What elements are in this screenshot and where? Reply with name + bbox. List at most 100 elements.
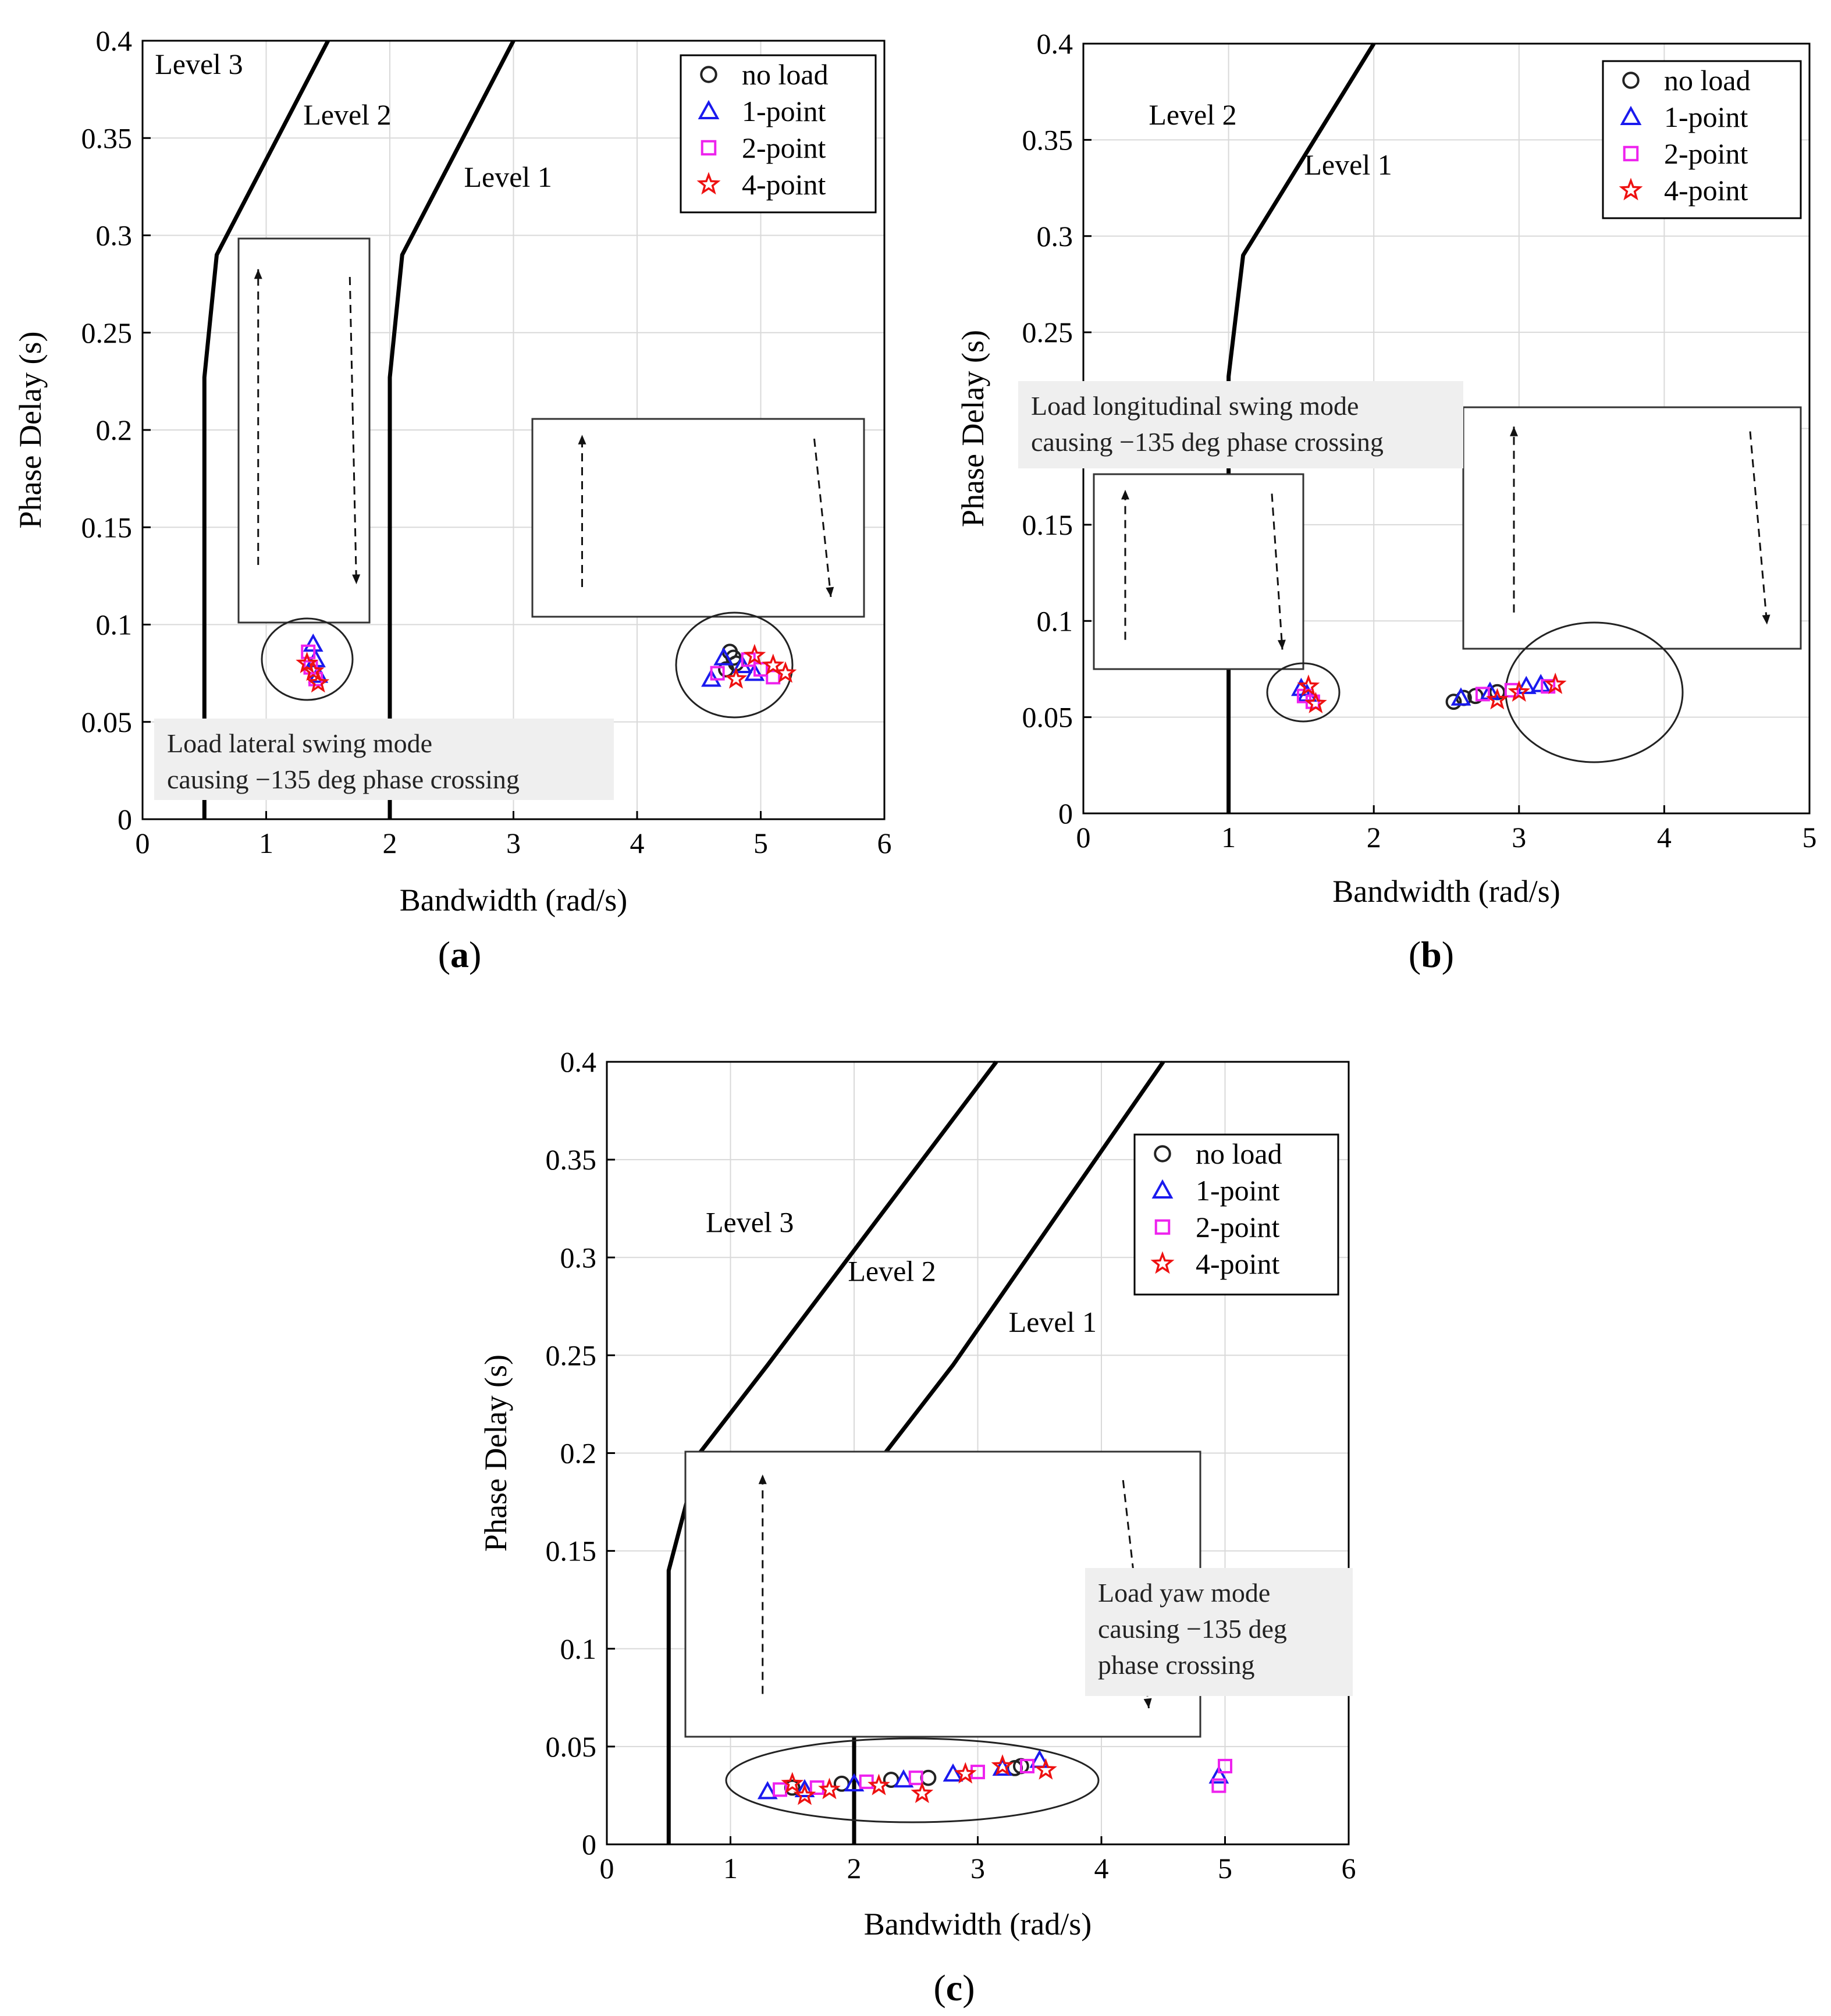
chart-b-legend-label: no load [1664, 64, 1751, 97]
chart-a-point-4-point [774, 661, 797, 683]
chart-c-legend-marker [1150, 1251, 1175, 1274]
chart-b-x-tick-label: 1 [1221, 821, 1236, 854]
chart-c-y-axis-label: Phase Delay (s) [478, 1354, 513, 1552]
chart-a-level-boundary-1 [202, 40, 330, 819]
chart-a-legend-marker [696, 172, 721, 195]
chart-b-x-tick-label: 5 [1802, 821, 1817, 854]
chart-b-point-4-point [1508, 680, 1531, 702]
caption-b: (b) [1409, 934, 1454, 975]
chart-a-inset-trend-arrow-head [254, 269, 262, 279]
chart-b-point-4-point [1544, 672, 1567, 694]
chart-c-level-label: Level 3 [706, 1206, 794, 1239]
chart-a-x-tick-label: 3 [506, 827, 521, 859]
chart-a-inset-trend-arrow-head [826, 586, 834, 597]
chart-c-point-4-point [793, 1783, 816, 1805]
chart-c-annotation-box [1085, 1568, 1353, 1696]
chart-b-x-tick-label: 0 [1076, 821, 1091, 854]
chart-a-cluster-circle [261, 617, 354, 701]
chart-c-point-4-point [867, 1773, 890, 1795]
chart-c-point-2-point [1020, 1759, 1034, 1773]
chart-c-point-1-point [893, 1769, 914, 1788]
chart-c-level-label: Level 1 [1009, 1306, 1097, 1338]
chart-a-y-tick-label: 0.2 [96, 414, 133, 446]
chart-c-inset-trend-arrow-head [758, 1474, 767, 1484]
panel-c: Level 3 Level 2 Level 1 0 1 2 3 4 5 6 0 0.05 0.1 0.15… [478, 1046, 1356, 2008]
chart-c-y-tick-label: 0.25 [546, 1339, 597, 1371]
chart-b-y-tick-label: 0 [1058, 797, 1073, 830]
chart-c-point-1-point [844, 1773, 865, 1791]
chart-a-y-tick-label: 0.05 [81, 706, 133, 738]
chart-a-point-4-point [743, 643, 766, 666]
chart-b-y-tick-label: 0.1 [1037, 605, 1073, 637]
caption-a: (a) [438, 934, 482, 975]
chart-b-point-2-point [1504, 682, 1519, 698]
chart-c-y-tick-label: 0.35 [546, 1143, 597, 1176]
chart-c-x-tick-label: 1 [723, 1852, 738, 1885]
caption-c: (c) [933, 1967, 975, 2008]
chart-b-x-tick-label: 3 [1512, 821, 1526, 854]
chart-b-level-label: Level 1 [1304, 148, 1392, 181]
chart-b-legend-marker [1622, 72, 1640, 89]
chart-c-x-tick-label: 5 [1218, 1852, 1232, 1885]
chart-b-x-axis-label: Bandwidth (rad/s) [1332, 874, 1560, 909]
chart-c-point-1-point [943, 1763, 964, 1782]
chart-c-y-tick-label: 0.4 [560, 1046, 597, 1078]
chart-b-point-2-point [1475, 687, 1490, 702]
chart-a-point-4-point [762, 653, 785, 675]
chart-a-y-tick-label: 0.25 [81, 317, 133, 349]
chart-b-y-axis-label: Phase Delay (s) [955, 330, 990, 527]
chart-a-y-tick-label: 0.1 [96, 609, 133, 641]
chart-c-y-tick-label: 0 [582, 1828, 596, 1861]
chart-a-point-4-point [301, 659, 325, 681]
chart-b-zoom-inset [1093, 473, 1304, 670]
chart-c-legend-marker [1154, 1145, 1171, 1162]
chart-b-cluster-circle [1266, 662, 1341, 723]
chart-c-point-4-point [911, 1782, 934, 1804]
chart-c-point-1-point [757, 1781, 778, 1800]
chart-c-point-4-point [991, 1754, 1014, 1776]
chart-a-legend-marker [700, 66, 717, 83]
chart-c-cluster-circle [725, 1737, 1100, 1823]
chart-a-inset-trend-arrow-head [578, 435, 586, 445]
chart-c-y-tick-label: 0.15 [546, 1535, 597, 1567]
chart-a-annotation-text: Load lateral swing mode causing −135 deg … [167, 728, 520, 794]
chart-b-point-1-point [1516, 675, 1537, 694]
chart-c-y-tick-label: 0.05 [546, 1730, 597, 1763]
chart-b-annotation-line: Load longitudinal swing mode [1031, 391, 1359, 421]
chart-b-inset-trend-arrow-head [1121, 489, 1130, 500]
chart-c-annotation-line: phase crossing [1098, 1650, 1255, 1680]
chart-c-point-4-point [781, 1772, 804, 1794]
chart-c-annotation-line: causing −135 deg [1098, 1614, 1287, 1644]
chart-a-y-tick-label: 0.15 [81, 511, 133, 543]
chart-c-y-tick-label: 0.2 [560, 1437, 597, 1470]
chart-a-level-label: Level 3 [155, 48, 243, 80]
chart-b-legend-marker [1620, 105, 1642, 125]
chart-a-legend-label: no load [742, 58, 829, 91]
chart-c-point-1-point [1208, 1765, 1229, 1784]
chart-c-point-4-point [818, 1777, 841, 1800]
chart-b-y-tick-label: 0.4 [1037, 27, 1073, 60]
chart-a-annotation-box [154, 719, 614, 800]
chart-c-y-tick-label: 0.1 [560, 1633, 597, 1665]
chart-c-point-2-point [1218, 1759, 1232, 1773]
chart-b-y-tick-label: 0.35 [1022, 123, 1073, 156]
chart-b-level-label: Level 2 [1149, 98, 1236, 131]
chart-b-legend-label: 1-point [1664, 101, 1748, 133]
chart-a-zoom-inset [237, 237, 371, 624]
chart-b-point-1-point [1450, 687, 1471, 706]
chart-b-annotation-text: Load longitudinal swing mode causing −135… [1031, 391, 1384, 457]
chart-b-legend-label: 4-point [1664, 174, 1748, 207]
chart-b-y-tick-label: 0.15 [1022, 509, 1073, 541]
chart-b-inset-trend-arrow-head [1762, 614, 1770, 625]
chart-a-point-4-point [307, 671, 330, 693]
plot-a: Level 3 Level 2 Level 1 0 1 2 3 4 5 6 0 0.05 0.1 0.15… [13, 24, 892, 918]
chart-a-inset-trend-arrow [349, 276, 357, 585]
chart-a-y-tick-label: 0.35 [81, 122, 133, 154]
chart-c-legend-label: 2-point [1196, 1211, 1280, 1243]
chart-a-y-tick-label: 0 [118, 803, 132, 835]
chart-b-legend-marker [1623, 145, 1639, 162]
chart-a-legend-marker [701, 140, 717, 156]
chart-a-y-tick-label: 0.4 [96, 24, 133, 57]
